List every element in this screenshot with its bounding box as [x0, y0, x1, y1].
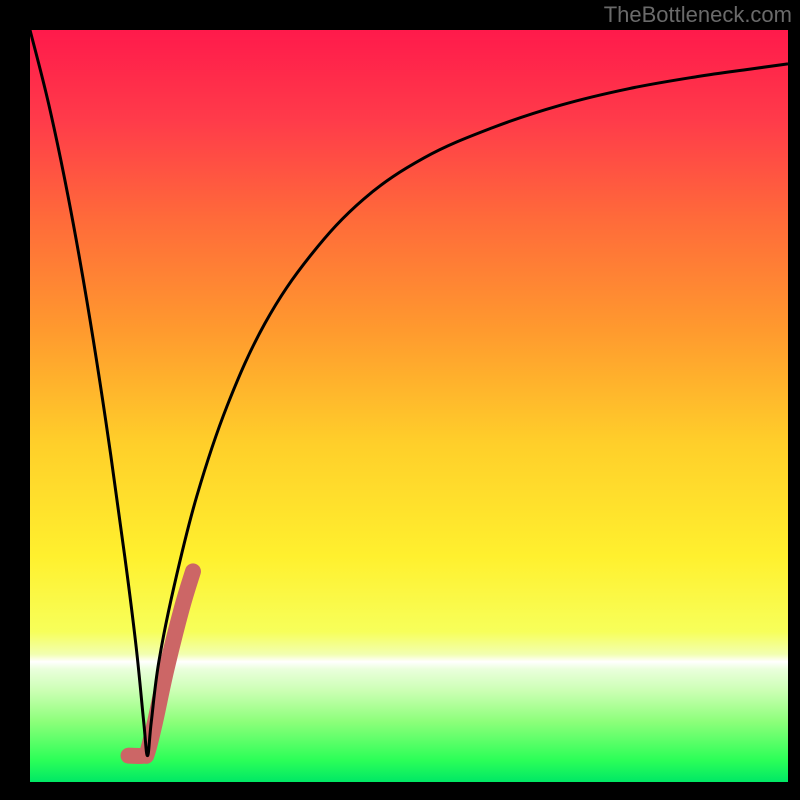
bottleneck-curve [30, 30, 788, 756]
watermark-text: TheBottleneck.com [604, 2, 792, 28]
chart-plot-area [30, 30, 788, 782]
chart-svg-layer [30, 30, 788, 782]
